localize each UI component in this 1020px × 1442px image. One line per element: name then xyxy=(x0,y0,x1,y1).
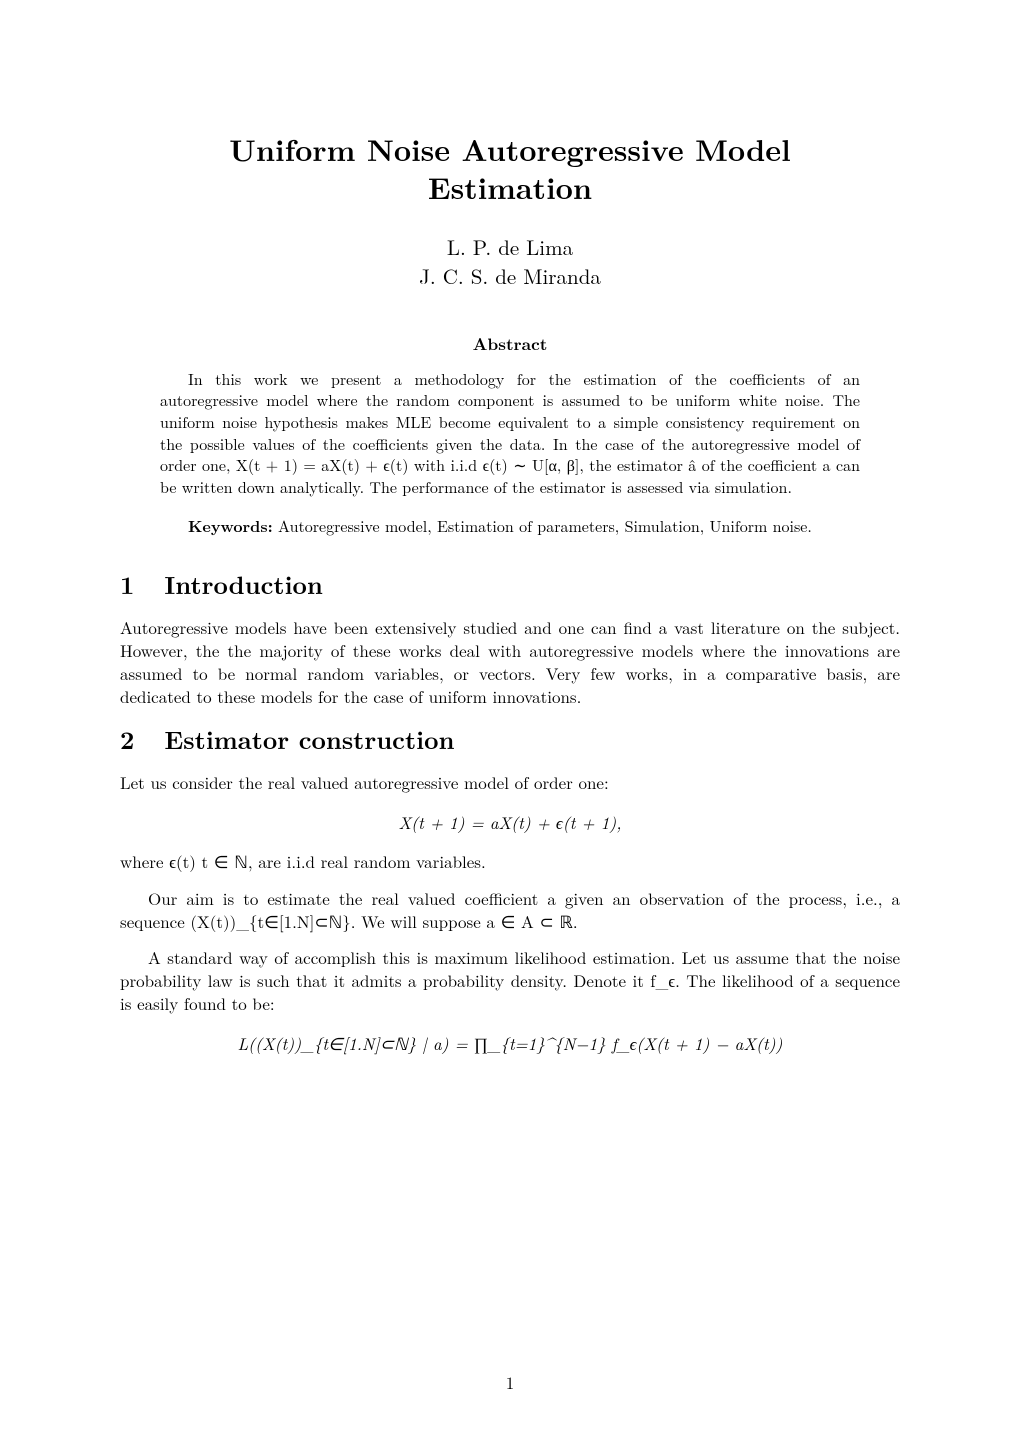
equation-2: L((X(t))_{t∈[1.N]⊂ℕ} | a) = ∏_{t=1}^{N−1… xyxy=(120,1031,900,1055)
author-2: J. C. S. de Miranda xyxy=(419,261,601,291)
section-2-title: Estimator construction xyxy=(164,722,454,757)
keywords-block: Keywords: Autoregressive model, Estimati… xyxy=(120,515,900,537)
author-1: L. P. de Lima xyxy=(447,232,573,262)
section-2-heading: 2 Estimator construction xyxy=(120,722,900,757)
section-1-number: 1 xyxy=(120,567,134,602)
keywords-text: Autoregressive model, Estimation of para… xyxy=(273,514,812,537)
abstract-paragraph: In this work we present a methodology fo… xyxy=(120,368,900,498)
section-2-para-4: A standard way of accomplish this is max… xyxy=(120,946,900,1015)
abstract-heading: Abstract xyxy=(120,332,900,356)
section-1-para-1: Autoregressive models have been extensiv… xyxy=(120,616,900,708)
title-line-2: Estimation xyxy=(428,165,592,208)
page-number: 1 xyxy=(0,1370,1020,1394)
section-2-para-3: Our aim is to estimate the real valued c… xyxy=(120,887,900,933)
section-2-para-2: where ϵ(t) t ∈ ℕ, are i.i.d real random … xyxy=(120,850,900,873)
abstract-text: In this work we present a methodology fo… xyxy=(160,367,860,498)
equation-1: X(t + 1) = aX(t) + ϵ(t + 1), xyxy=(120,810,900,834)
section-1-title: Introduction xyxy=(164,567,323,602)
authors-block: L. P. de Lima J. C. S. de Miranda xyxy=(120,233,900,292)
section-2-para-1: Let us consider the real valued autoregr… xyxy=(120,771,900,794)
paper-title: Uniform Noise Autoregressive Model Estim… xyxy=(120,130,900,205)
section-2-number: 2 xyxy=(120,722,134,757)
section-1-heading: 1 Introduction xyxy=(120,567,900,602)
keywords-label: Keywords: xyxy=(188,514,273,537)
